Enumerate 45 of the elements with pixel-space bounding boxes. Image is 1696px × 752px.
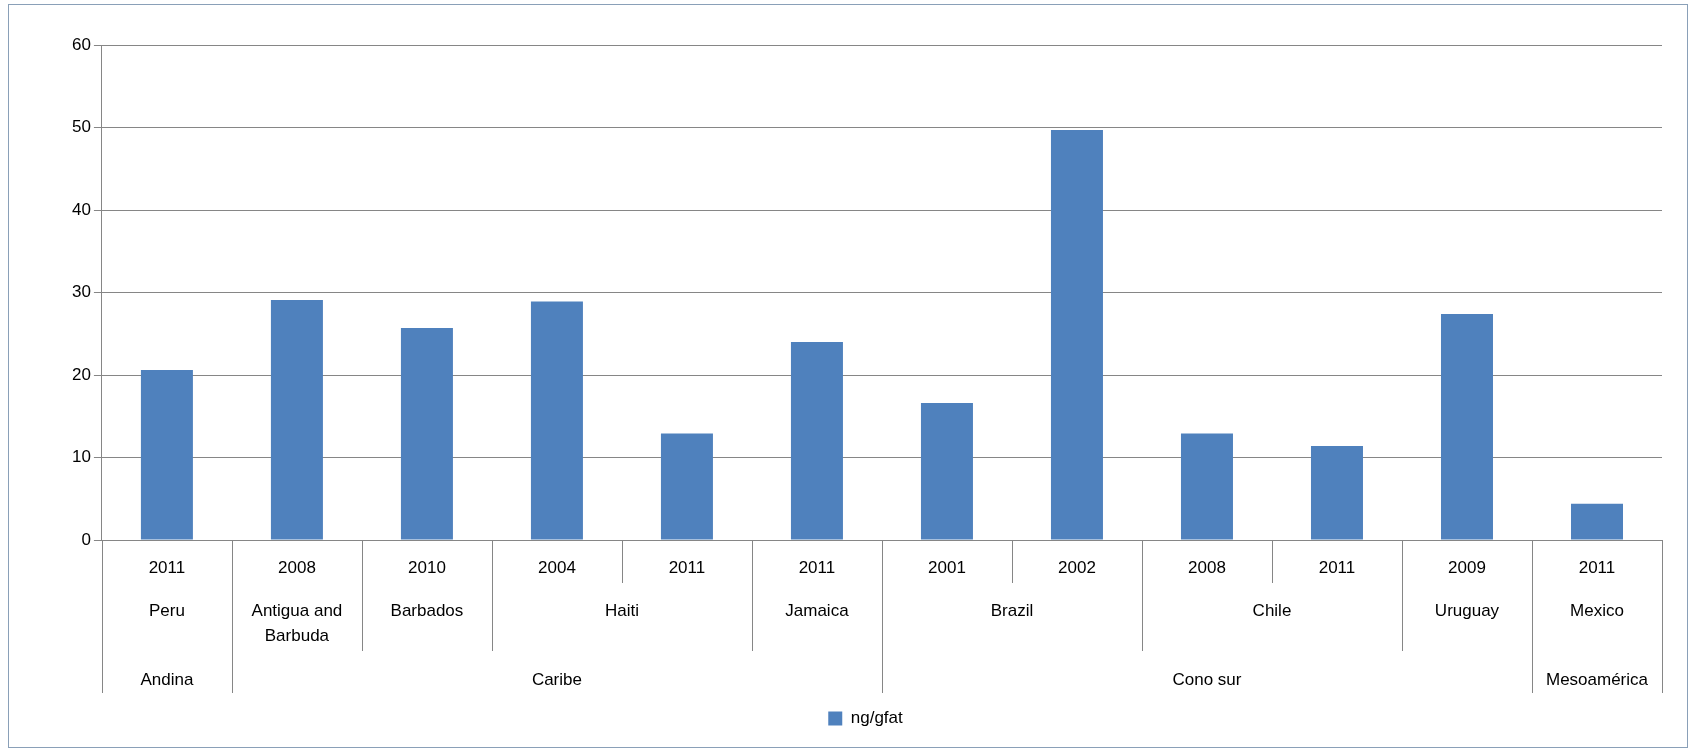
text: Brazil: [990, 600, 1034, 620]
x-tick-label: 2008: [278, 557, 316, 577]
y-tick-label: 10: [71, 447, 91, 467]
text: Peru: [148, 600, 185, 620]
y-tick-label: 0: [81, 529, 91, 549]
bar: [530, 301, 583, 540]
bar: [790, 342, 843, 540]
bar: [660, 433, 713, 540]
y-tick-label: 30: [71, 282, 91, 302]
x-tick-label: 2001: [928, 557, 966, 577]
text: Caribe: [531, 669, 582, 689]
text: Jamaica: [785, 600, 850, 620]
text: Haiti: [604, 600, 639, 620]
y-tick-label: 20: [71, 364, 91, 384]
x-tick-label: 2004: [538, 557, 576, 577]
x-tick-label: 2011: [668, 557, 706, 577]
text: Uruguay: [1434, 600, 1500, 620]
y-tick-label: 40: [71, 199, 91, 219]
text: Mexico: [1570, 600, 1624, 620]
bar: [1180, 433, 1233, 540]
text: Antigua and Barbuda: [251, 600, 343, 645]
x-tick-label: 2002: [1058, 557, 1096, 577]
x-tick-label: 2011: [798, 557, 836, 577]
bar: [400, 327, 453, 540]
bar: [920, 403, 973, 540]
x-tick-label: 2011: [1318, 557, 1356, 577]
bar: [1310, 445, 1363, 540]
y-tick-label: 50: [71, 117, 91, 137]
text: Barbados: [390, 600, 464, 620]
x-tick-label: 2010: [408, 557, 446, 577]
bar: [140, 370, 193, 540]
text: Mesoamérica: [1545, 669, 1649, 689]
x-tick-label: 2011: [148, 557, 186, 577]
bar: [1571, 503, 1623, 540]
text: Chile: [1252, 600, 1292, 620]
y-tick-label: 60: [71, 34, 91, 54]
text: Cono sur: [1172, 669, 1242, 689]
x-tick-label: 2011: [1578, 557, 1616, 577]
bar: [1050, 129, 1103, 540]
legend-label: ng/gfat: [850, 708, 904, 728]
text: Andina: [140, 669, 194, 689]
x-tick-label: 2009: [1448, 557, 1486, 577]
bar: [270, 299, 323, 540]
bar: [1440, 313, 1493, 540]
x-tick-label: 2008: [1188, 557, 1226, 577]
